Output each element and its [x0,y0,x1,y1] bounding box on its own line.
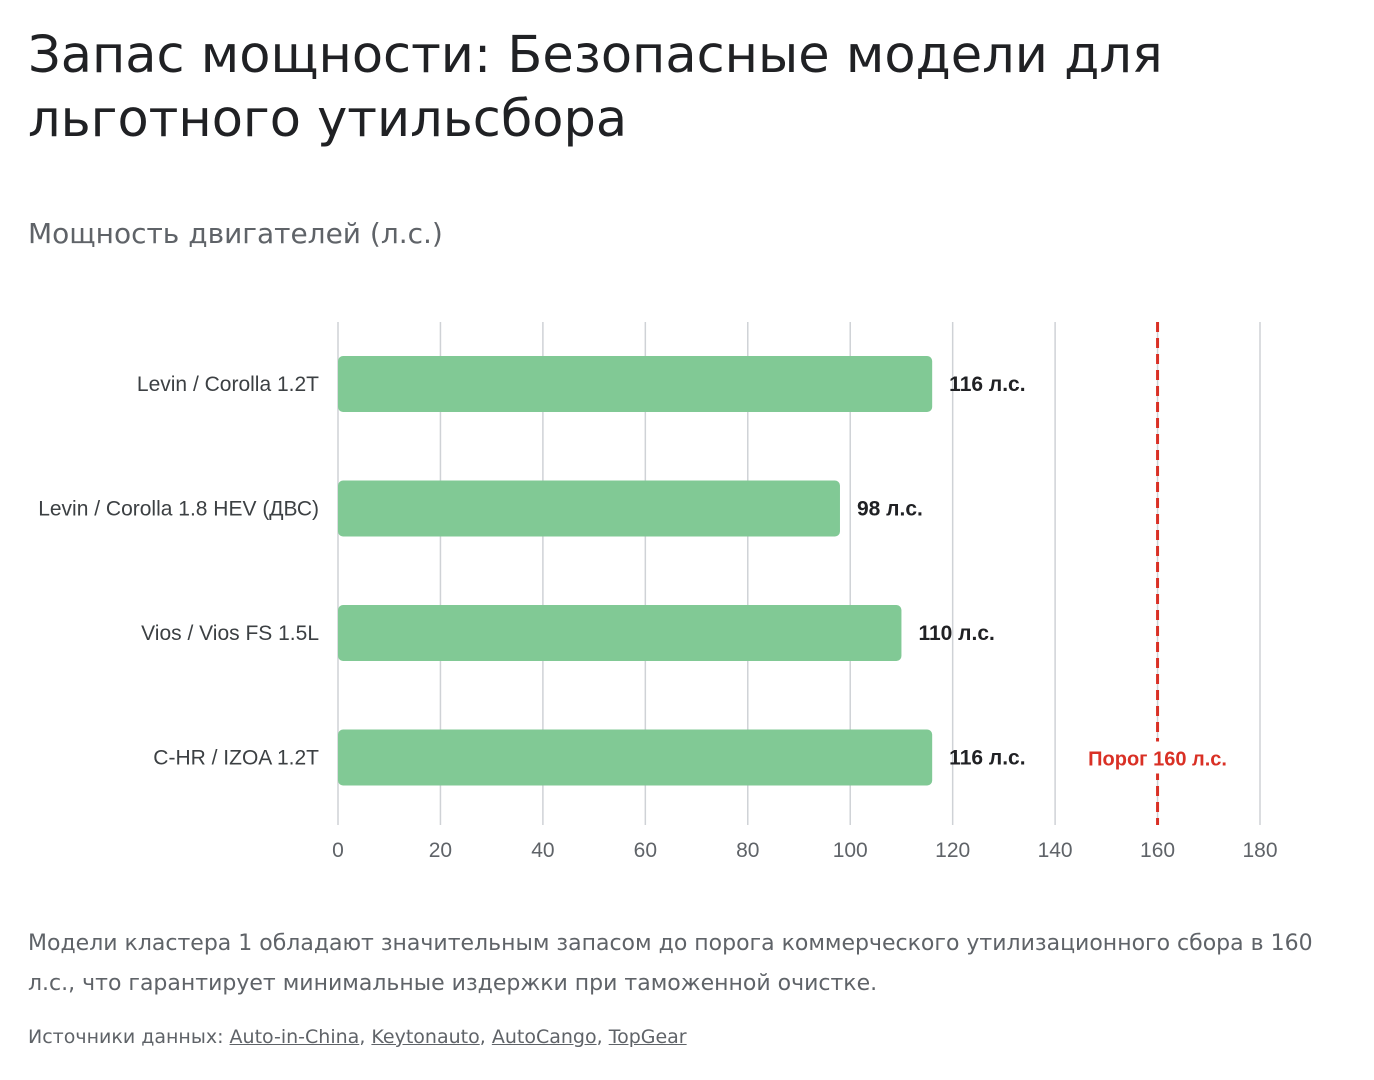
source-link-keytonauto[interactable]: Keytonauto [371,1026,480,1048]
category-label-3: C-HR / IZOA 1.2T [153,747,319,770]
category-label-0: Levin / Corolla 1.2T [137,373,319,396]
value-label-1: 98 л.с. [857,498,923,521]
threshold-label-bg [1085,741,1230,774]
x-tick-label-20: 20 [429,839,452,862]
page-title: Запас мощности: Безопасные модели для ль… [28,26,1163,149]
bar-2 [338,605,902,661]
value-label-2: 110 л.с. [918,622,994,645]
category-label-1: Levin / Corolla 1.8 HEV (ДВС) [38,498,319,521]
x-tick-label-60: 60 [634,839,657,862]
chart-description: Модели кластера 1 обладают значительным … [28,931,1313,996]
sources-line: Источники данных: Auto-in-China, Keytona… [28,1026,687,1048]
x-tick-label-160: 160 [1140,839,1175,862]
bar-3 [338,729,933,786]
source-link-topgear[interactable]: TopGear [608,1026,687,1048]
reference-layer: Порог 160 л.с. [1085,322,1230,825]
value-label-3: 116 л.с. [949,747,1025,770]
value-label-0: 116 л.с. [949,373,1025,396]
x-tick-label-0: 0 [332,839,344,862]
x-tick-label-80: 80 [736,839,759,862]
bar-1 [338,480,840,537]
x-tick-label-40: 40 [531,839,554,862]
bar-0 [338,356,933,412]
category-label-2: Vios / Vios FS 1.5L [141,622,319,645]
x-tick-label-180: 180 [1242,839,1277,862]
source-link-autocango[interactable]: AutoCango [491,1026,597,1048]
threshold-label: Порог 160 л.с. [1088,749,1227,771]
chart-title: Мощность двигателей (л.с.) [28,217,443,250]
source-link-auto-in-china[interactable]: Auto-in-China [229,1026,360,1048]
labels-layer: 0 20 40 60 80 100 120 140 160 180 Levin / Corolla … [38,373,1277,862]
x-tick-label-120: 120 [935,839,970,862]
power-bar-chart: Порог 160 л.с. 0 20 40 60 80 100 120 140 160 180 L… [38,322,1278,862]
bars-layer [338,356,933,786]
x-tick-label-140: 140 [1038,839,1073,862]
x-tick-label-100: 100 [833,839,868,862]
sources-label: Источники данных: [28,1026,224,1048]
